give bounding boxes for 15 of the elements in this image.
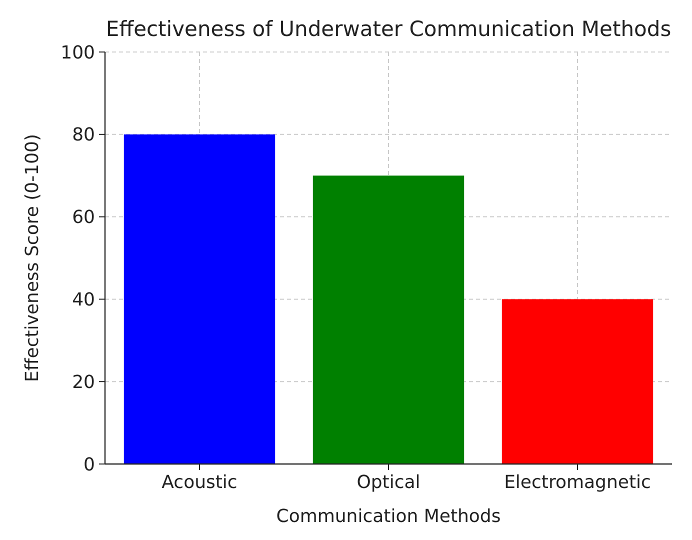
bar	[124, 134, 276, 464]
x-tick-label: Optical	[356, 472, 420, 493]
y-tick-label: 100	[60, 42, 95, 64]
y-tick-label: 0	[84, 454, 95, 476]
y-tick-label: 60	[72, 207, 95, 228]
y-tick-label: 40	[72, 290, 95, 310]
y-tick-label: 80	[72, 124, 95, 146]
x-tick-label: Acoustic	[162, 472, 238, 493]
x-tick-label: Electromagnetic	[504, 472, 651, 493]
y-axis-title: Effectiveness Score (0-100)	[22, 134, 43, 382]
x-axis-title: Communication Methods	[276, 506, 501, 527]
bar	[502, 299, 654, 464]
bar	[312, 176, 464, 464]
chart-title: Effectiveness of Underwater Communication Methods	[106, 17, 672, 41]
y-tick-label: 20	[72, 372, 95, 393]
